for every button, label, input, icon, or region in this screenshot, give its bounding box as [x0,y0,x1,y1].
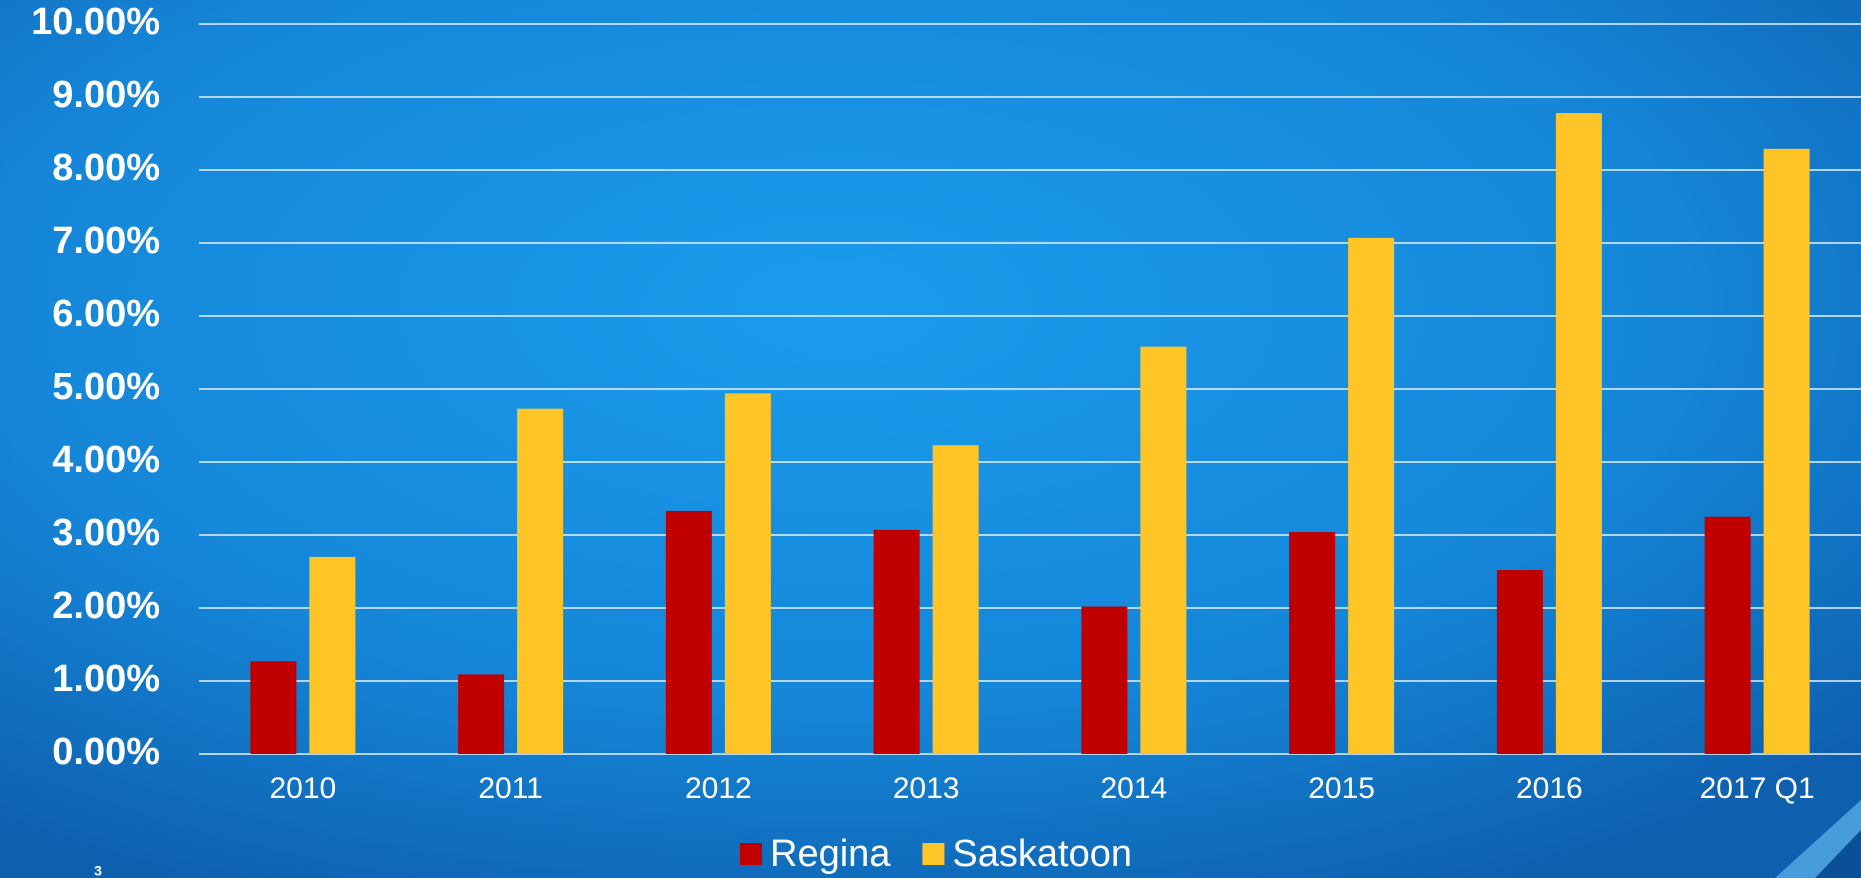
bar [309,556,356,754]
x-tick-label: 2010 [270,772,337,805]
y-tick-label: 9.00% [52,74,160,116]
corner-decoration [1815,830,1861,878]
x-tick-label: 2016 [1516,772,1583,805]
y-tick-label: 4.00% [52,439,160,481]
y-tick-label: 8.00% [52,147,160,189]
y-tick-label: 3.00% [52,512,160,554]
x-tick-label: 2017 Q1 [1700,772,1815,805]
bar [1763,148,1810,754]
y-tick-label: 1.00% [52,658,160,700]
bar [932,445,979,754]
bar [873,529,920,754]
y-tick-label: 7.00% [52,220,160,262]
bar [724,393,771,754]
bar [1289,532,1336,754]
page-number: 3 [94,863,102,878]
bar [1704,516,1751,754]
legend-swatch [922,843,945,865]
legend-label: Saskatoon [952,833,1132,875]
bar [1140,346,1187,754]
y-tick-label: 2.00% [52,585,160,627]
bar [1555,113,1602,754]
bar [250,661,297,754]
x-tick-label: 2014 [1101,772,1168,805]
x-tick-label: 2012 [685,772,752,805]
x-tick-label: 2011 [478,772,543,805]
bar [1496,570,1543,754]
legend-swatch [740,843,762,865]
bar [1348,237,1395,754]
x-tick-label: 2015 [1308,772,1375,805]
bar [458,674,505,754]
x-tick-label: 2013 [893,772,960,805]
y-tick-label: 10.00% [31,1,160,43]
bar [517,408,564,754]
legend-label: Regina [770,833,891,875]
bar [665,510,712,754]
y-tick-label: 5.00% [52,366,160,408]
bar [1081,606,1128,754]
y-tick-label: 6.00% [52,293,160,335]
y-tick-label: 0.00% [52,731,160,773]
